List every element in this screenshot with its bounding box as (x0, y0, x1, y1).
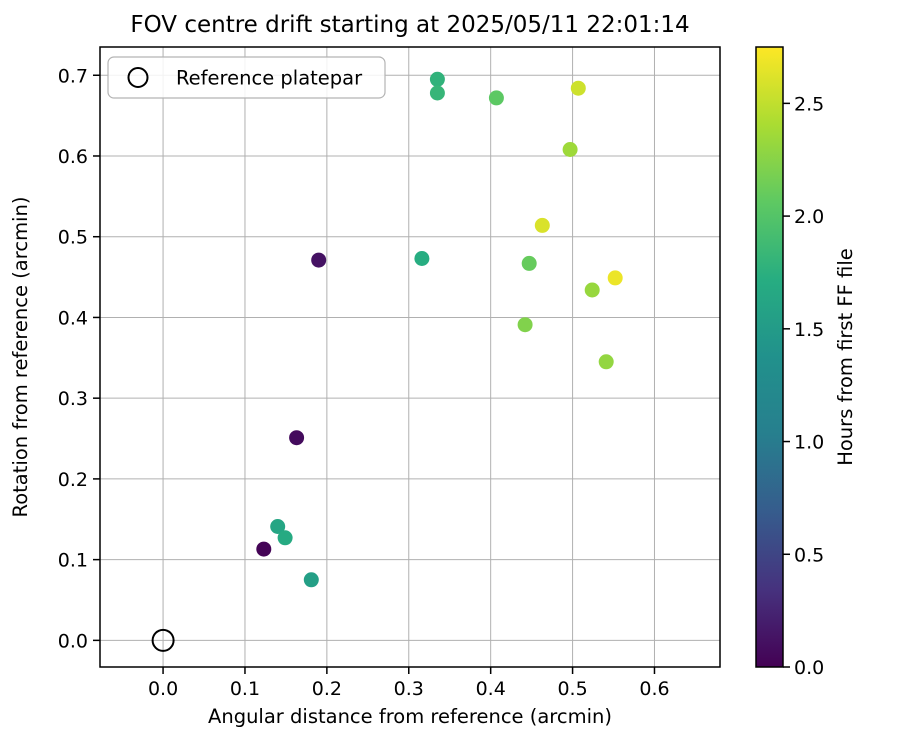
colorbar-tick-label: 0.0 (794, 657, 824, 679)
scatter-point (584, 282, 600, 298)
scatter-point (607, 270, 623, 286)
scatter-point (534, 217, 550, 233)
colorbar-tick-label: 2.0 (794, 206, 824, 228)
axes-frame (99, 46, 721, 668)
scatter-point (429, 71, 445, 87)
colorbar-tick-label: 2.5 (794, 93, 824, 115)
plot-area (100, 47, 720, 667)
scatter-point (311, 252, 327, 268)
scatter-point (521, 255, 537, 271)
x-axis: 0.0 0.1 0.2 0.3 0.4 0.5 0.6 (148, 667, 670, 700)
scatter-point (517, 317, 533, 333)
colorbar: 0.0 0.5 1.0 1.5 2.0 2.5 Hours from first FF fi… (755, 46, 857, 679)
colorbar-gradient (756, 47, 783, 667)
scatter-point (598, 354, 614, 370)
x-tick-label: 0.5 (557, 678, 587, 700)
colorbar-tick-label: 0.5 (794, 544, 824, 566)
legend-label: Reference platepar (176, 67, 363, 90)
x-tick-label: 0.1 (230, 678, 260, 700)
y-tick-label: 0.2 (58, 469, 88, 491)
scatter-point (570, 80, 586, 96)
scatter-point (256, 541, 272, 557)
x-tick-label: 0.0 (148, 678, 178, 700)
y-tick-label: 0.4 (58, 307, 88, 329)
y-tick-label: 0.0 (58, 630, 88, 652)
grid (100, 47, 720, 667)
scatter-point (277, 530, 293, 546)
colorbar-label: Hours from first FF file (834, 248, 857, 466)
y-axis: 0.0 0.1 0.2 0.3 0.4 0.5 0.6 0.7 (58, 65, 100, 652)
x-axis-label: Angular distance from reference (arcmin) (208, 705, 612, 728)
scatter-point (289, 430, 305, 446)
scatter-point (303, 572, 319, 588)
legend-marker-open-circle (127, 67, 149, 88)
scatter-point (562, 142, 578, 157)
scatter-point (414, 251, 430, 266)
chart-title: FOV centre drift starting at 2025/05/11 … (130, 12, 689, 38)
y-axis-label: Rotation from reference (arcmin) (9, 197, 32, 518)
colorbar-tick-label: 1.5 (794, 319, 824, 341)
scatter-point (429, 85, 445, 101)
y-tick-label: 0.6 (58, 146, 88, 168)
x-tick-label: 0.3 (394, 678, 424, 700)
x-tick-label: 0.6 (639, 678, 669, 700)
x-tick-label: 0.4 (476, 678, 506, 700)
reference-platepar-marker (151, 628, 175, 652)
y-tick-label: 0.5 (58, 227, 88, 249)
y-tick-label: 0.1 (58, 550, 88, 572)
colorbar-tick-label: 1.0 (794, 432, 824, 454)
y-tick-label: 0.3 (58, 388, 88, 410)
scatter-point (488, 90, 504, 106)
colorbar-frame (755, 46, 784, 668)
scatter-point (270, 519, 286, 534)
legend-box (107, 56, 386, 99)
x-tick-label: 0.2 (312, 678, 342, 700)
legend: Reference platepar (107, 56, 386, 99)
y-tick-label: 0.7 (58, 65, 88, 87)
scatter-series (256, 71, 623, 588)
